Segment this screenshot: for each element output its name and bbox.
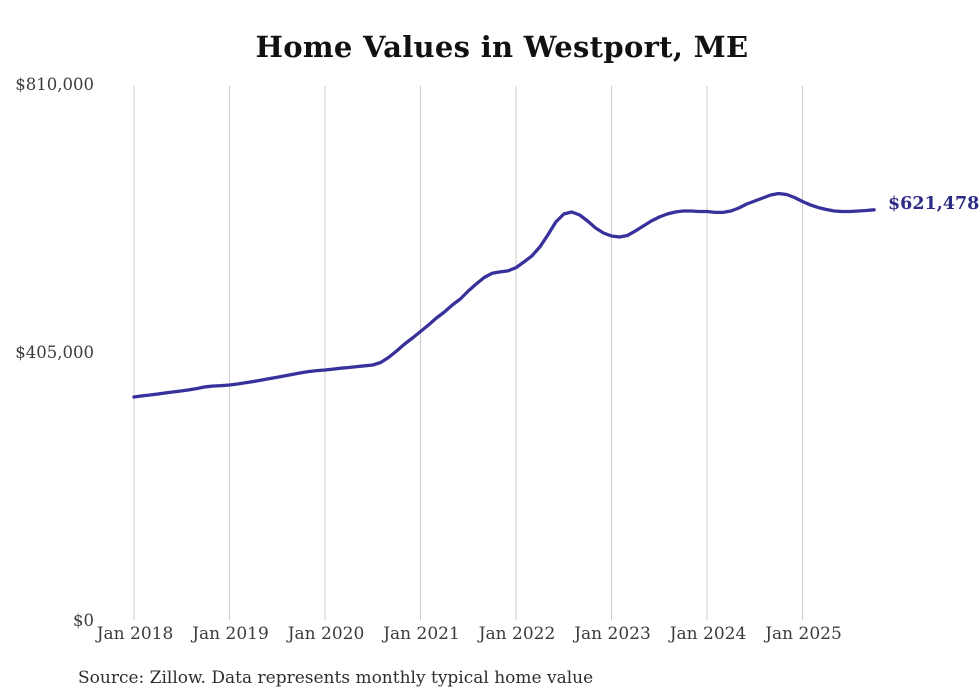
x-tick-label: Jan 2022 [478, 624, 556, 644]
latest-value-label: $621,478 [888, 194, 980, 214]
home-value-line [132, 191, 876, 399]
x-tick-label: Jan 2021 [383, 624, 460, 644]
source-note: Source: Zillow. Data represents monthly … [78, 668, 594, 688]
x-tick-label: Jan 2023 [574, 624, 651, 644]
x-tick-label: Jan 2025 [765, 624, 842, 644]
chart-title: Home Values in Westport, ME [255, 30, 749, 64]
x-tick-label: Jan 2019 [192, 624, 269, 644]
y-tick-label: $0 [73, 611, 94, 630]
y-tick-label: $810,000 [15, 75, 94, 94]
x-tick-label: Jan 2024 [669, 624, 747, 644]
gridlines [133, 86, 803, 620]
x-tick-label: Jan 2018 [96, 624, 174, 644]
x-tick-label: Jan 2020 [287, 624, 365, 644]
y-tick-label: $405,000 [15, 343, 94, 362]
